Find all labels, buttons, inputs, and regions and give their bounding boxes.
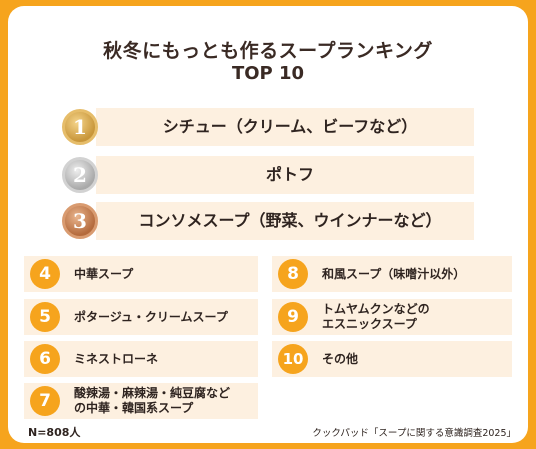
ranking-label: コンソメスープ（野菜、ウインナーなど） — [138, 211, 442, 230]
ranking-row-1: シチュー（クリーム、ビーフなど） — [96, 108, 474, 146]
ranking-label: 中華スープ — [74, 266, 134, 281]
rank-badge: 7 — [30, 386, 60, 416]
rank-badge: 10 — [278, 344, 308, 374]
rank-number: 2 — [73, 163, 87, 187]
ranking-label: 和風スープ（味噌汁以外） — [322, 266, 466, 281]
rank-badge: 8 — [278, 259, 308, 289]
rank-badge: 5 — [30, 302, 60, 332]
chart-title: 秋冬にもっとも作るスープランキング — [103, 40, 433, 62]
rank-number: 1 — [73, 115, 87, 139]
ranking-label: シチュー（クリーム、ビーフなど） — [162, 117, 418, 136]
source-note: クックパッド「スープに関する意識調査2025」 — [312, 428, 516, 439]
ranking-row-9: トムヤムクンなどの エスニックスープ — [272, 299, 512, 335]
rank-badge: 6 — [30, 344, 60, 374]
ranking-row-10: その他 — [272, 341, 512, 377]
ranking-label: 酸辣湯・麻辣湯・純豆腐など の中華・韓国系スープ — [74, 386, 231, 415]
ranking-label: ポトフ — [265, 165, 314, 184]
silver-medal-icon: 2 — [62, 157, 98, 193]
bronze-medal-icon: 3 — [62, 203, 98, 239]
ranking-row-2: ポトフ — [96, 156, 474, 194]
gold-medal-icon: 1 — [62, 109, 98, 145]
chart-subtitle: TOP 10 — [231, 63, 305, 84]
sample-size: N=808人 — [28, 426, 81, 439]
ranking-row-5: ポタージュ・クリームスープ — [24, 299, 258, 335]
ranking-label: トムヤムクンなどの エスニックスープ — [322, 302, 430, 331]
rank-number: 3 — [73, 209, 87, 233]
ranking-row-3: コンソメスープ（野菜、ウインナーなど） — [96, 202, 474, 240]
rank-badge: 9 — [278, 302, 308, 332]
ranking-label: ポタージュ・クリームスープ — [74, 309, 228, 324]
ranking-row-8: 和風スープ（味噌汁以外） — [272, 256, 512, 292]
ranking-label: ミネストローネ — [74, 351, 159, 366]
ranking-label: その他 — [322, 351, 359, 366]
ranking-row-7: 酸辣湯・麻辣湯・純豆腐など の中華・韓国系スープ — [24, 383, 258, 419]
rank-badge: 4 — [30, 259, 60, 289]
ranking-row-4: 中華スープ — [24, 256, 258, 292]
ranking-row-6: ミネストローネ — [24, 341, 258, 377]
